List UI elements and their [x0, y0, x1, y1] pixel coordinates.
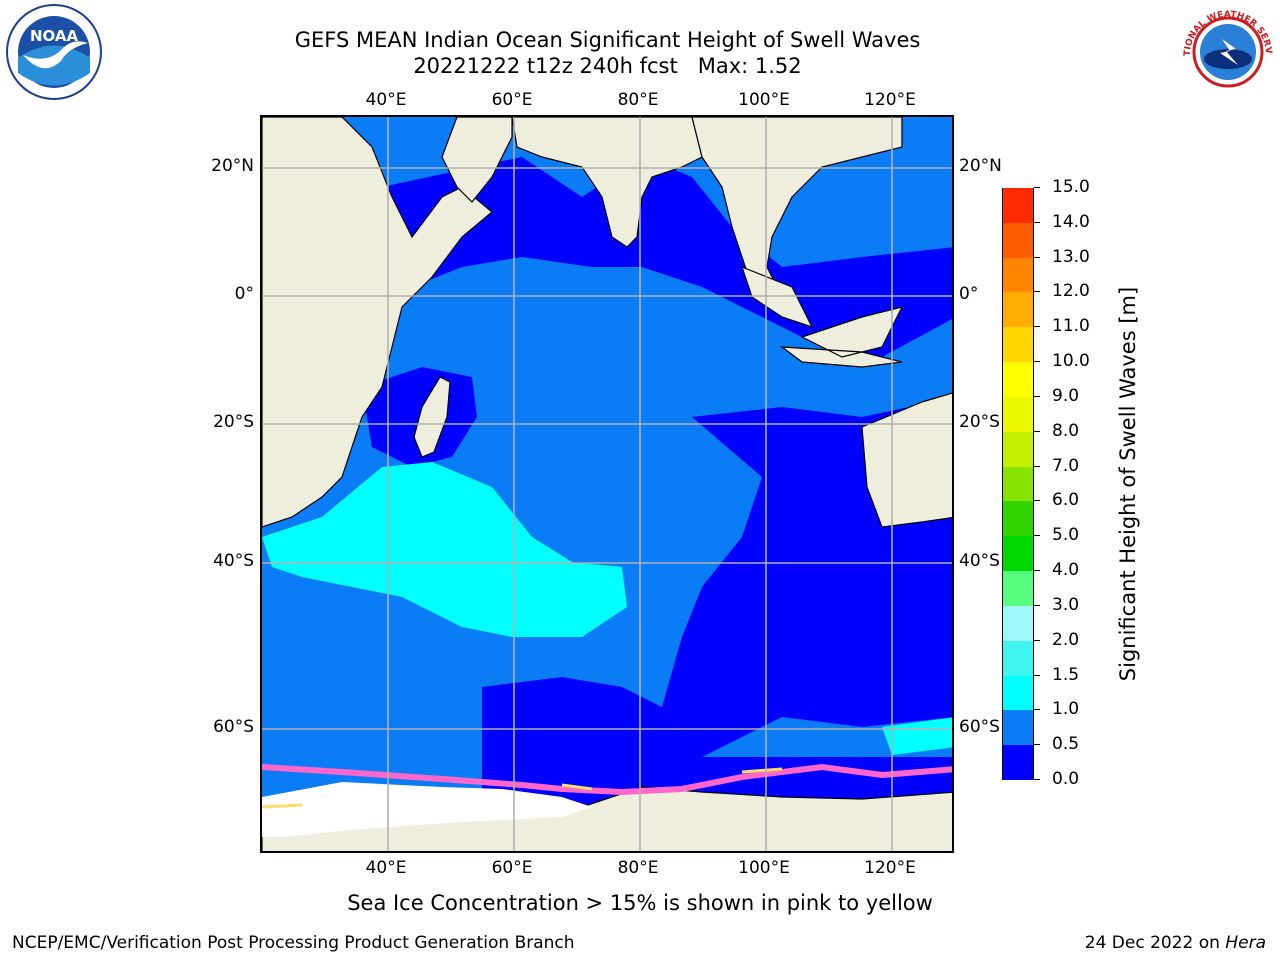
colorbar-segment [1003, 640, 1033, 676]
colorbar-segment [1003, 187, 1033, 223]
colorbar-tick-label: 15.0 [1052, 177, 1090, 197]
lat-tick-left-0: 0° [234, 284, 254, 304]
colorbar-tick-label: 11.0 [1052, 316, 1090, 337]
colorbar-segment [1003, 500, 1033, 537]
lat-tick-right-0: 0° [959, 284, 979, 304]
colorbar-tick-mark [1034, 361, 1040, 363]
colorbar-segment [1003, 535, 1033, 572]
lat-tick-right-40s: 40°S [959, 551, 1000, 571]
lat-tick-right-20s: 20°S [959, 412, 1000, 432]
colorbar-segment [1003, 675, 1033, 711]
map-gridlines [262, 117, 952, 851]
colorbar-tick-label: 4.0 [1052, 560, 1080, 581]
colorbar-tick-label: 0.5 [1052, 734, 1080, 755]
colorbar-tick-label: 6.0 [1052, 490, 1080, 511]
credit-host: Hera [1225, 933, 1266, 953]
colorbar-tick-mark [1034, 187, 1040, 188]
colorbar-segment [1003, 744, 1033, 780]
colorbar-segment [1003, 709, 1033, 746]
colorbar-tick-mark [1034, 465, 1040, 467]
colorbar-segment [1003, 605, 1033, 641]
colorbar-tick-mark [1034, 256, 1040, 258]
lon-tick-bottom-40e: 40°E [365, 858, 407, 878]
lon-tick-top-60e: 60°E [491, 90, 533, 110]
credit-date-text: 24 Dec 2022 on [1084, 933, 1226, 953]
colorbar-segment [1003, 396, 1033, 432]
colorbar-segment [1003, 326, 1033, 363]
lat-tick-left-40s: 40°S [213, 551, 254, 571]
colorbar-tick-label: 10.0 [1052, 351, 1090, 372]
colorbar-tick-mark [1034, 570, 1040, 572]
colorbar-tick-label: 1.0 [1052, 699, 1080, 720]
colorbar-tick-label: 13.0 [1052, 246, 1090, 267]
ocean-high-swell-southeast [882, 717, 952, 755]
colorbar-label: Significant Height of Swell Waves [m] [1116, 286, 1140, 682]
colorbar-tick-mark [1034, 535, 1040, 537]
colorbar-tick-label: 0.0 [1052, 769, 1080, 789]
land-australia [861, 392, 952, 528]
lat-tick-left-60s: 60°S [213, 717, 254, 737]
colorbar-tick-label: 14.0 [1052, 211, 1090, 232]
lon-tick-bottom-100e: 100°E [738, 858, 790, 878]
colorbar-tick-mark [1034, 639, 1040, 641]
colorbar-segment [1003, 466, 1033, 502]
colorbar-segment [1003, 570, 1033, 606]
colorbar-segment [1003, 291, 1033, 328]
colorbar-tick-label: 12.0 [1052, 281, 1090, 302]
credit-date: 24 Dec 2022 on Hera [1085, 933, 1266, 953]
lon-tick-top-80e: 80°E [617, 90, 659, 110]
map-canvas [262, 117, 952, 851]
nws-logo: NATIONAL WEATHER SERVICE [1174, 0, 1278, 105]
colorbar [1002, 187, 1034, 780]
land-india [511, 117, 703, 248]
lon-tick-top-120e: 120°E [864, 90, 916, 110]
colorbar-tick-mark [1034, 709, 1040, 711]
ocean-high-swell [262, 462, 627, 637]
colorbar-tick-mark [1034, 744, 1040, 746]
ocean-low-swell-north [382, 157, 952, 357]
colorbar-tick-mark [1034, 500, 1040, 502]
colorbar-segment [1003, 222, 1033, 258]
lon-tick-top-100e: 100°E [738, 90, 790, 110]
colorbar-tick-mark [1034, 604, 1040, 606]
noaa-logo-text: NOAA [30, 27, 79, 45]
lon-tick-bottom-80e: 80°E [617, 858, 659, 878]
lon-tick-bottom-120e: 120°E [864, 858, 916, 878]
colorbar-tick-mark [1034, 221, 1040, 223]
colorbar-tick-label: 1.5 [1052, 664, 1080, 685]
colorbar-segment [1003, 361, 1033, 397]
map-title: GEFS MEAN Indian Ocean Significant Heigh… [294, 28, 921, 52]
lat-tick-left-20s: 20°S [213, 412, 254, 432]
colorbar-tick-label: 5.0 [1052, 525, 1080, 546]
colorbar-tick-label: 2.0 [1052, 629, 1080, 650]
ice-shelf-white [262, 782, 592, 837]
sea-ice-yellow [262, 767, 783, 809]
map-subtitle: 20221222 t12z 240h fcst Max: 1.52 [413, 54, 802, 78]
credit-branch: NCEP/EMC/Verification Post Processing Pr… [12, 933, 575, 953]
lat-tick-right-60s: 60°S [959, 717, 1000, 737]
colorbar-tick-mark [1034, 326, 1040, 328]
lon-tick-bottom-60e: 60°E [491, 858, 533, 878]
land-southeast-asia [691, 117, 903, 299]
colorbar-tick-label: 7.0 [1052, 455, 1080, 476]
map-panel [260, 115, 954, 853]
lon-tick-top-40e: 40°E [365, 90, 407, 110]
colorbar-tick-label: 3.0 [1052, 594, 1080, 615]
colorbar-tick-label: 8.0 [1052, 420, 1080, 441]
colorbar-tick-mark [1034, 674, 1040, 676]
colorbar-tick-label: 9.0 [1052, 385, 1080, 406]
land-madagascar [413, 376, 451, 458]
noaa-logo: NOAA [3, 3, 105, 105]
colorbar-tick-mark [1034, 779, 1040, 780]
colorbar-tick-mark [1034, 430, 1040, 432]
colorbar-tick-mark [1034, 291, 1040, 293]
colorbar-segment [1003, 431, 1033, 467]
lat-tick-left-20n: 20°N [211, 156, 254, 176]
sea-ice-pink [262, 763, 952, 796]
lat-tick-right-20n: 20°N [959, 156, 1002, 176]
colorbar-segment [1003, 257, 1033, 293]
sea-ice-footnote: Sea Ice Concentration > 15% is shown in … [347, 891, 933, 915]
colorbar-tick-mark [1034, 395, 1040, 397]
